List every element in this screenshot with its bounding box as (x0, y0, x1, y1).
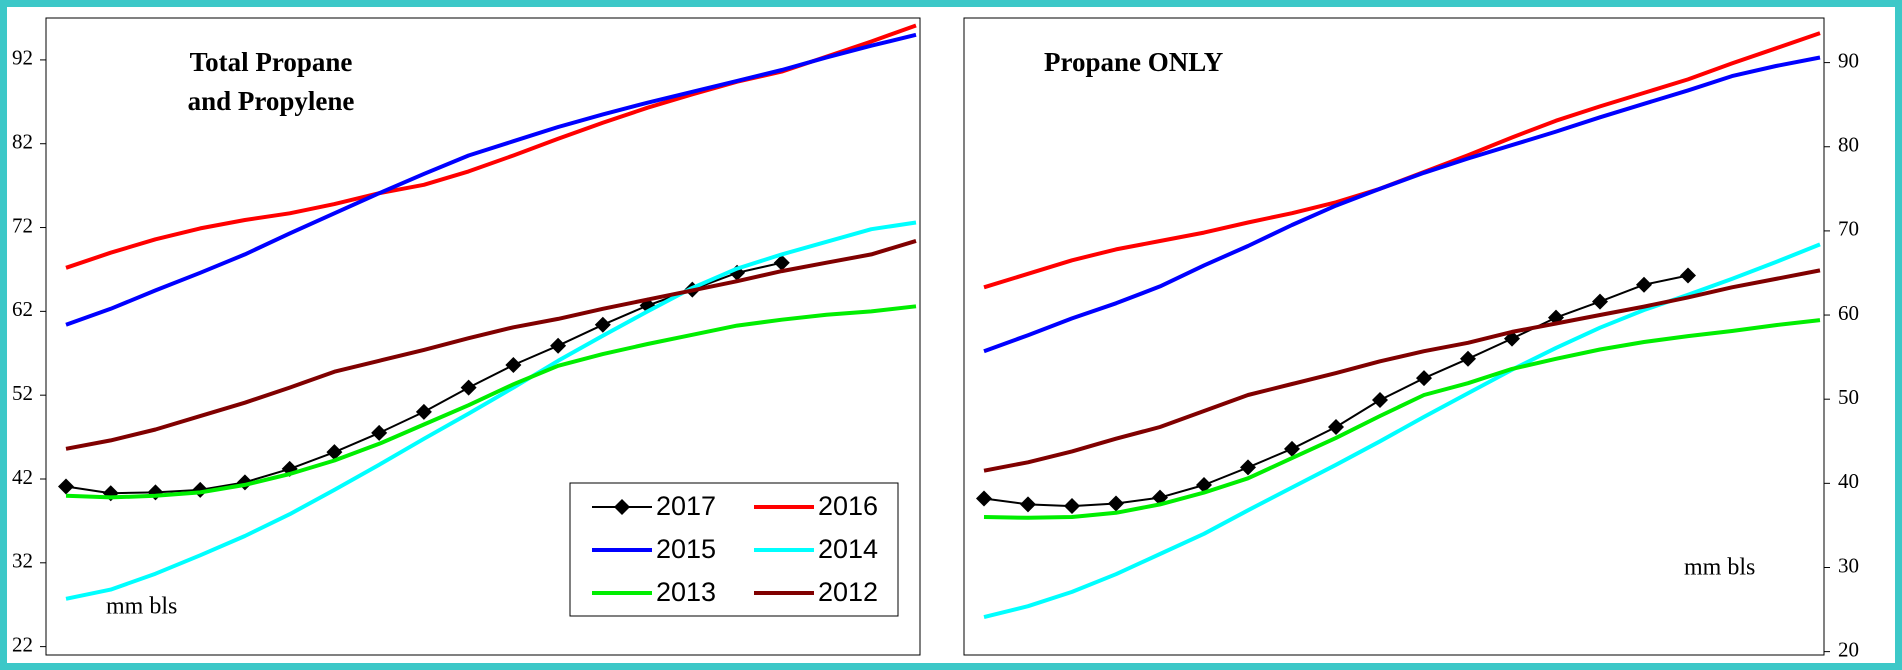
unit-note: mm bls (1684, 555, 1755, 581)
point-marker (371, 424, 388, 441)
point-marker (1196, 477, 1212, 494)
chart: 22 32 42 52 62 72 82 92 Total Propane and Propyle… (12, 17, 921, 656)
legend-marker (614, 499, 630, 515)
y-tick-label: 50 (1838, 385, 1859, 409)
point-marker (1240, 459, 1256, 476)
y-tick-label: 30 (1838, 553, 1859, 577)
series-line (983, 55, 1821, 354)
point-marker (594, 316, 611, 333)
point-marker (460, 379, 477, 396)
point-marker (976, 490, 992, 507)
y-tick-label: 80 (1838, 133, 1859, 157)
y-tick-label: 60 (1838, 301, 1859, 325)
legend-label: 2017 (656, 491, 716, 521)
point-marker (773, 254, 790, 271)
y-tick-label: 62 (12, 297, 33, 321)
series-line (65, 304, 917, 500)
unit-note: mm bls (106, 594, 177, 620)
y-tick-label: 70 (1838, 217, 1859, 241)
point-marker (1592, 293, 1608, 310)
y-tick-label: 42 (12, 465, 33, 489)
point-marker (415, 403, 432, 420)
point-marker (1064, 498, 1080, 515)
legend-label: 2014 (818, 534, 878, 564)
chart-title: Total Propane (190, 47, 353, 77)
y-tick-label: 40 (1838, 469, 1859, 493)
y-tick-label: 82 (12, 130, 33, 154)
point-marker (505, 356, 522, 373)
legend-label: 2012 (818, 577, 878, 607)
y-tick-label: 90 (1838, 48, 1859, 72)
point-marker (1636, 276, 1652, 293)
point-marker (1460, 350, 1476, 367)
y-tick-label: 20 (1838, 637, 1859, 661)
y-tick-label: 72 (12, 213, 33, 237)
point-marker (1108, 495, 1124, 512)
series-line (983, 318, 1821, 520)
chart-title: and Propylene (188, 86, 355, 116)
chart-title: Propane ONLY (1044, 47, 1223, 77)
series-line (983, 268, 1821, 473)
series-line (65, 238, 917, 451)
legend-label: 2015 (656, 534, 716, 564)
chart: 20 30 40 50 60 70 80 90 Propane ONLY mm bls (963, 17, 1859, 661)
point-marker (1416, 370, 1432, 387)
point-marker (326, 444, 343, 461)
y-tick-label: 22 (12, 632, 33, 656)
point-marker (1680, 267, 1696, 284)
y-tick-label: 32 (12, 549, 33, 573)
point-marker (58, 478, 74, 495)
y-tick-label: 92 (12, 46, 33, 70)
point-marker (1020, 496, 1036, 513)
legend-label: 2013 (656, 577, 716, 607)
point-marker (550, 337, 567, 354)
y-tick-label: 52 (12, 381, 33, 405)
point-marker (1328, 418, 1344, 435)
point-marker (1372, 392, 1388, 409)
series-line (65, 32, 917, 327)
legend-label: 2016 (818, 491, 878, 521)
series-line (65, 220, 917, 601)
point-marker (1284, 440, 1300, 457)
